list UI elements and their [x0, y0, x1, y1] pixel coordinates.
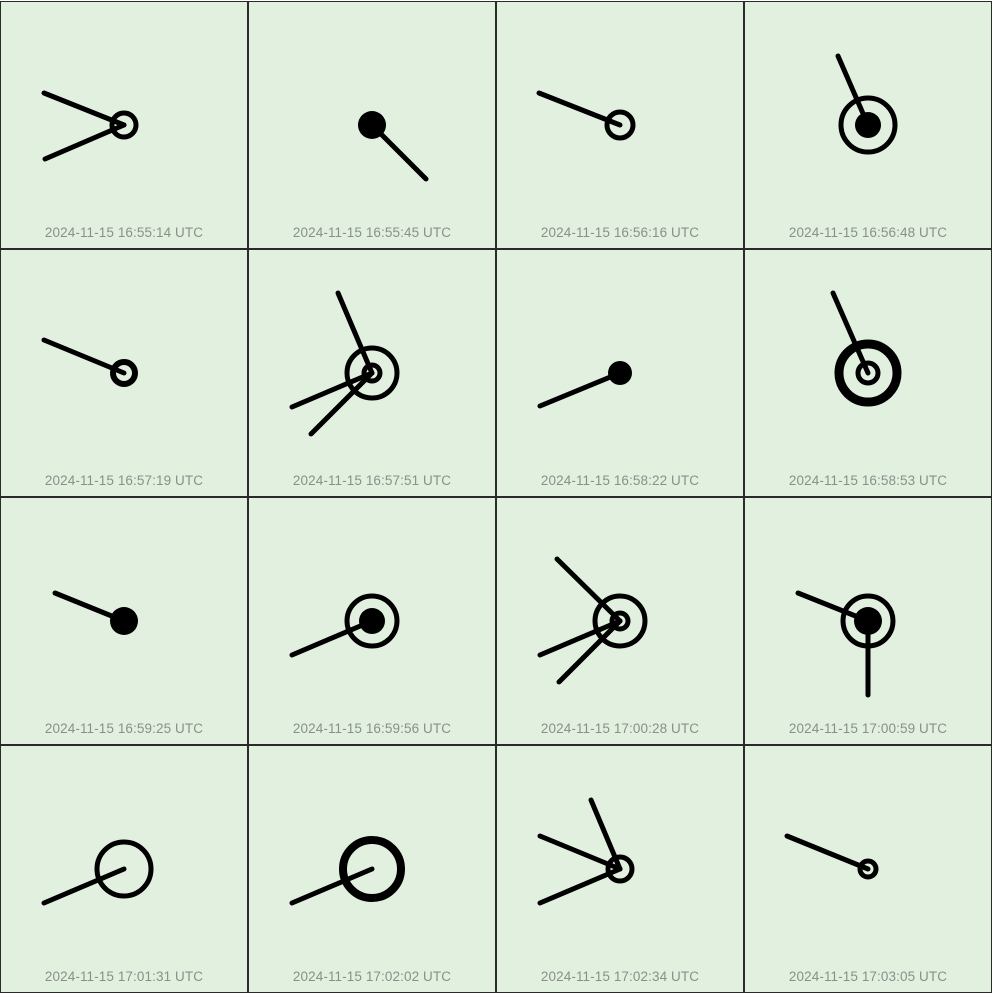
timestamp-5: 2024-11-15 16:57:19 UTC	[44, 473, 204, 488]
glyph-14	[289, 836, 405, 906]
glyph-cell-6: 2024-11-15 16:57:51 UTC	[248, 249, 496, 497]
timestamp-14: 2024-11-15 17:02:02 UTC	[292, 969, 452, 984]
glyph-cell-1: 2024-11-15 16:55:14 UTC	[0, 1, 248, 249]
timestamp-10: 2024-11-15 16:59:56 UTC	[292, 721, 452, 736]
glyph-cell-4: 2024-11-15 16:56:48 UTC	[744, 1, 992, 249]
timestamp-13: 2024-11-15 17:01:31 UTC	[44, 969, 204, 984]
glyph-cell-15: 2024-11-15 17:02:34 UTC	[496, 745, 744, 993]
glyph-9	[52, 590, 138, 635]
glyph-16	[784, 833, 879, 880]
glyph-8	[830, 290, 902, 407]
timestamp-15: 2024-11-15 17:02:34 UTC	[540, 969, 700, 984]
glyph-cell-9: 2024-11-15 16:59:25 UTC	[0, 497, 248, 745]
glyph-5	[41, 337, 138, 387]
glyph-15	[537, 797, 635, 906]
timestamp-4: 2024-11-15 16:56:48 UTC	[788, 225, 948, 240]
glyph-1	[41, 90, 139, 162]
glyph-cell-13: 2024-11-15 17:01:31 UTC	[0, 745, 248, 993]
timestamp-2: 2024-11-15 16:55:45 UTC	[292, 225, 452, 240]
glyph-11	[537, 556, 648, 685]
glyph-cell-12: 2024-11-15 17:00:59 UTC	[744, 497, 992, 745]
glyph-12	[795, 590, 896, 698]
timestamp-7: 2024-11-15 16:58:22 UTC	[540, 473, 700, 488]
timestamp-6: 2024-11-15 16:57:51 UTC	[292, 473, 452, 488]
glyph-7	[537, 361, 632, 409]
timestamp-16: 2024-11-15 17:03:05 UTC	[788, 969, 948, 984]
timestamp-3: 2024-11-15 16:56:16 UTC	[540, 225, 700, 240]
glyph-cell-10: 2024-11-15 16:59:56 UTC	[248, 497, 496, 745]
timestamp-9: 2024-11-15 16:59:25 UTC	[44, 721, 204, 736]
timestamp-12: 2024-11-15 17:00:59 UTC	[788, 721, 948, 736]
glyph-cell-11: 2024-11-15 17:00:28 UTC	[496, 497, 744, 745]
timestamp-11: 2024-11-15 17:00:28 UTC	[540, 721, 700, 736]
glyph-cell-5: 2024-11-15 16:57:19 UTC	[0, 249, 248, 497]
glyph-cell-3: 2024-11-15 16:56:16 UTC	[496, 1, 744, 249]
glyph-cell-14: 2024-11-15 17:02:02 UTC	[248, 745, 496, 993]
glyph-6	[289, 290, 400, 437]
timestamp-8: 2024-11-15 16:58:53 UTC	[788, 473, 948, 488]
timestamp-1: 2024-11-15 16:55:14 UTC	[44, 225, 204, 240]
glyph-cell-8: 2024-11-15 16:58:53 UTC	[744, 249, 992, 497]
glyph-3	[536, 90, 636, 141]
glyph-cell-2: 2024-11-15 16:55:45 UTC	[248, 1, 496, 249]
glyph-cell-16: 2024-11-15 17:03:05 UTC	[744, 745, 992, 993]
glyph-2	[358, 111, 429, 182]
glyph-4	[835, 53, 898, 155]
glyph-cell-7: 2024-11-15 16:58:22 UTC	[496, 249, 744, 497]
glyph-13	[41, 839, 154, 906]
glyph-10	[289, 593, 400, 658]
